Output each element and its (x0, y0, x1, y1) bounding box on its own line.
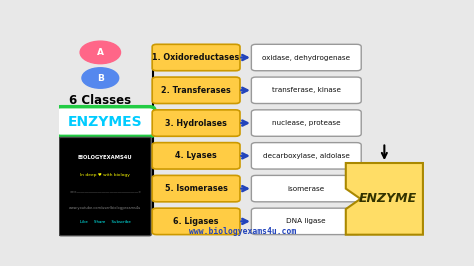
FancyBboxPatch shape (251, 44, 361, 71)
FancyBboxPatch shape (152, 143, 240, 169)
Text: 5. Isomerases: 5. Isomerases (164, 184, 228, 193)
Text: Like     Share     Subscribe: Like Share Subscribe (80, 220, 130, 224)
Text: 3. Hydrolases: 3. Hydrolases (165, 119, 227, 128)
Text: nuclease, protease: nuclease, protease (272, 120, 341, 126)
Text: 1. Oxidoreductases: 1. Oxidoreductases (153, 53, 240, 62)
Text: »»»―――――――――――――――»: »»»―――――――――――――――» (69, 190, 141, 194)
FancyBboxPatch shape (251, 77, 361, 103)
Text: transferase, kinase: transferase, kinase (272, 87, 341, 93)
Text: A: A (97, 48, 104, 57)
FancyBboxPatch shape (251, 143, 361, 169)
Text: DNA ligase: DNA ligase (286, 218, 326, 225)
FancyBboxPatch shape (251, 110, 361, 136)
Text: www.youtube.com/user/biologyexams4u: www.youtube.com/user/biologyexams4u (69, 206, 141, 210)
Text: 2. Transferases: 2. Transferases (161, 86, 231, 95)
FancyBboxPatch shape (152, 110, 240, 136)
Text: In deep ♥ with biology: In deep ♥ with biology (80, 173, 130, 177)
Text: 6 Classes: 6 Classes (69, 94, 131, 107)
FancyBboxPatch shape (152, 77, 240, 103)
FancyBboxPatch shape (152, 44, 240, 71)
FancyBboxPatch shape (251, 208, 361, 235)
Text: 4. Lyases: 4. Lyases (175, 151, 217, 160)
Text: oxidase, dehydrogenase: oxidase, dehydrogenase (262, 55, 350, 61)
Text: decarboxylase, aldolase: decarboxylase, aldolase (263, 153, 350, 159)
FancyBboxPatch shape (251, 175, 361, 202)
Polygon shape (346, 163, 423, 235)
Text: isomerase: isomerase (288, 186, 325, 192)
Text: B: B (97, 73, 104, 82)
Text: BIOLOGYEXAMS4U: BIOLOGYEXAMS4U (78, 155, 132, 160)
FancyBboxPatch shape (152, 208, 240, 235)
Text: ENZYMES: ENZYMES (68, 115, 143, 128)
Circle shape (80, 41, 120, 64)
FancyBboxPatch shape (55, 107, 155, 136)
Text: www.biologyexams4u.com: www.biologyexams4u.com (189, 227, 297, 236)
Text: ENZYME: ENZYME (359, 192, 417, 205)
FancyBboxPatch shape (152, 175, 240, 202)
FancyBboxPatch shape (59, 138, 151, 236)
Text: 6. Ligases: 6. Ligases (173, 217, 219, 226)
Circle shape (82, 68, 118, 88)
